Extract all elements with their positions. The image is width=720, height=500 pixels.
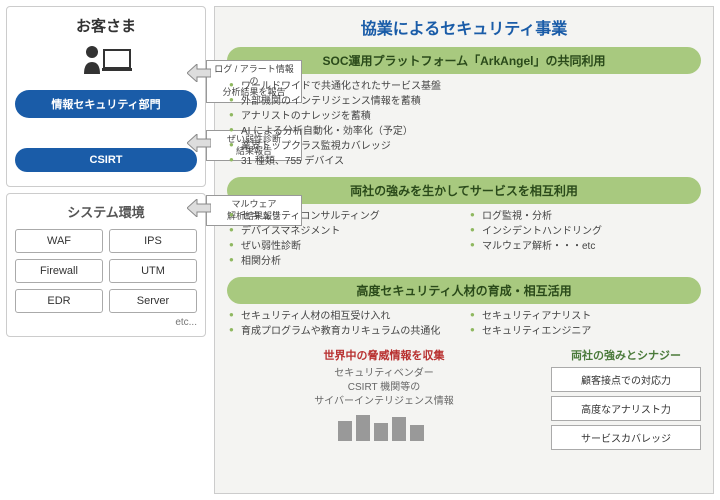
synergy-head: 両社の強みとシナジー <box>551 347 701 363</box>
customer-title: お客さま <box>15 15 197 36</box>
bottom-row: 世界中の脅威情報を収集 セキュリティベンダー CSIRT 機関等の サイバーイン… <box>227 347 701 454</box>
sec2-left: セキュリティコンサルティング デバイスマネジメント ぜい弱性診断 相関分析 <box>227 209 460 269</box>
sec1-list: ワールドワイドで共通化されたサービス基盤 外部機関のインテリジェンス情報を蓄積 … <box>227 79 701 169</box>
sys-utm: UTM <box>109 259 197 283</box>
dept-security: 情報セキュリティ部門 <box>15 90 197 118</box>
dept-csirt: CSIRT <box>15 148 197 172</box>
sys-firewall: Firewall <box>15 259 103 283</box>
sys-ips: IPS <box>109 229 197 253</box>
syn-1: 顧客接点での対応力 <box>551 367 701 392</box>
system-title: システム環境 <box>15 202 197 221</box>
sys-server: Server <box>109 289 197 313</box>
section-services: 両社の強みを生かしてサービスを相互利用 セキュリティコンサルティング デバイスマ… <box>227 177 701 269</box>
synergy: 両社の強みとシナジー 顧客接点での対応力 高度なアナリスト力 サービスカバレッジ <box>551 347 701 454</box>
threat-intel: 世界中の脅威情報を収集 セキュリティベンダー CSIRT 機関等の サイバーイン… <box>227 347 541 454</box>
right-title: 協業によるセキュリティ事業 <box>227 15 701 39</box>
buildings-icon <box>227 413 541 441</box>
customer-card: お客さま 情報セキュリティ部門 CSIRT <box>6 6 206 187</box>
sys-edr: EDR <box>15 289 103 313</box>
sec3-right: セキュリティアナリスト セキュリティエンジニア <box>468 309 701 339</box>
section-talent: 高度セキュリティ人材の育成・相互活用 セキュリティ人材の相互受け入れ 育成プログ… <box>227 277 701 339</box>
sec2-right: ログ監視・分析 インシデントハンドリング マルウェア解析・・・etc <box>468 209 701 269</box>
syn-3: サービスカバレッジ <box>551 425 701 450</box>
syn-2: 高度なアナリスト力 <box>551 396 701 421</box>
collaboration-panel: 協業によるセキュリティ事業 SOC運用プラットフォーム「ArkAngel」の共同… <box>214 6 714 494</box>
system-grid: WAF IPS Firewall UTM EDR Server <box>15 229 197 313</box>
person-computer-icon <box>15 42 197 82</box>
threat-text: セキュリティベンダー CSIRT 機関等の サイバーインテリジェンス情報 <box>227 367 541 409</box>
sec3-head: 高度セキュリティ人材の育成・相互活用 <box>227 277 701 304</box>
sys-waf: WAF <box>15 229 103 253</box>
system-etc: etc... <box>15 317 197 328</box>
system-env-card: システム環境 WAF IPS Firewall UTM EDR Server e… <box>6 193 206 337</box>
sec3-left: セキュリティ人材の相互受け入れ 育成プログラムや教育カリキュラムの共通化 <box>227 309 460 339</box>
threat-head: 世界中の脅威情報を収集 <box>227 347 541 363</box>
